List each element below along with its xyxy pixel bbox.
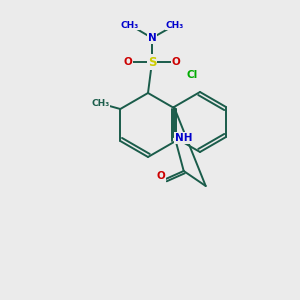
- Text: O: O: [172, 57, 180, 67]
- Text: CH₃: CH₃: [121, 20, 139, 29]
- Text: O: O: [124, 57, 132, 67]
- Text: CH₃: CH₃: [166, 20, 184, 29]
- Text: CH₃: CH₃: [91, 100, 110, 109]
- Text: Cl: Cl: [186, 70, 198, 80]
- Text: NH: NH: [175, 133, 193, 143]
- Text: N: N: [148, 33, 156, 43]
- Text: S: S: [148, 56, 156, 68]
- Text: O: O: [156, 171, 165, 181]
